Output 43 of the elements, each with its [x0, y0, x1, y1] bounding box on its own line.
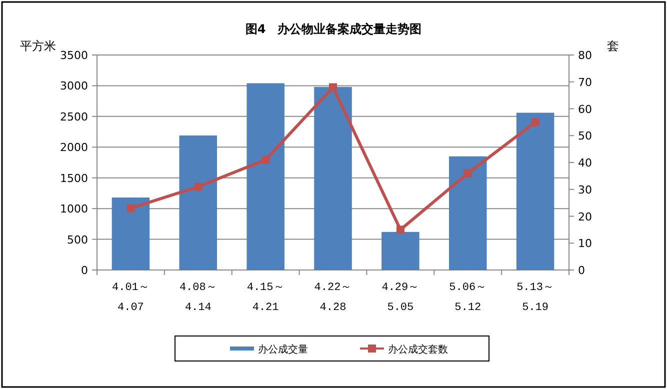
y-tick-label: 3500	[60, 49, 88, 62]
x-tick-label: 5.06～ 5.12	[449, 282, 487, 314]
y2-tick-label: 80	[578, 49, 592, 62]
y2-tick-label: 30	[578, 183, 592, 196]
bar	[179, 135, 218, 270]
point	[464, 169, 472, 178]
x-tick-label: 4.01～ 4.07	[112, 282, 150, 314]
point	[126, 204, 135, 212]
bar	[382, 232, 420, 270]
y2-tick-label: 50	[578, 130, 592, 143]
x-tick-label: 5.13～ 5.19	[516, 282, 554, 314]
x-tick-label: 4.15～ 4.21	[246, 282, 284, 314]
y-tick-label: 1500	[60, 172, 88, 185]
y-axis-title: 平方米	[20, 39, 56, 53]
x-tick-label: 4.29～ 5.05	[382, 282, 420, 314]
y2-tick-label: 70	[578, 76, 592, 89]
point	[396, 226, 404, 234]
chart-title: 图4 办公物业备案成交量走势图	[245, 22, 422, 36]
bar	[112, 198, 150, 270]
point	[329, 83, 337, 92]
bar	[516, 112, 554, 270]
bar	[448, 156, 487, 270]
x-tick-label: 4.08～ 4.14	[179, 282, 217, 314]
legend-label: 办公成交量	[258, 344, 308, 356]
bar	[314, 86, 352, 270]
y2-tick-label: 20	[578, 210, 592, 224]
y-tick-label: 500	[67, 233, 88, 246]
point	[194, 182, 202, 191]
y-tick-label: 1000	[60, 202, 88, 216]
y-tick-label: 0	[81, 264, 88, 277]
point	[262, 156, 270, 164]
y-tick-label: 2000	[60, 141, 88, 154]
y2-tick-label: 0	[578, 264, 585, 277]
y2-axis-title: 套	[607, 39, 619, 53]
x-tick-label: 4.22～ 4.28	[314, 282, 352, 314]
bar	[246, 83, 284, 270]
y2-tick-label: 10	[578, 237, 592, 250]
y-tick-label: 2500	[60, 110, 88, 124]
point	[531, 118, 540, 126]
y2-tick-label: 60	[578, 102, 592, 116]
legend-label: 办公成交套数	[388, 344, 448, 356]
y-tick-label: 3000	[60, 80, 88, 93]
y2-tick-label: 40	[578, 156, 592, 170]
